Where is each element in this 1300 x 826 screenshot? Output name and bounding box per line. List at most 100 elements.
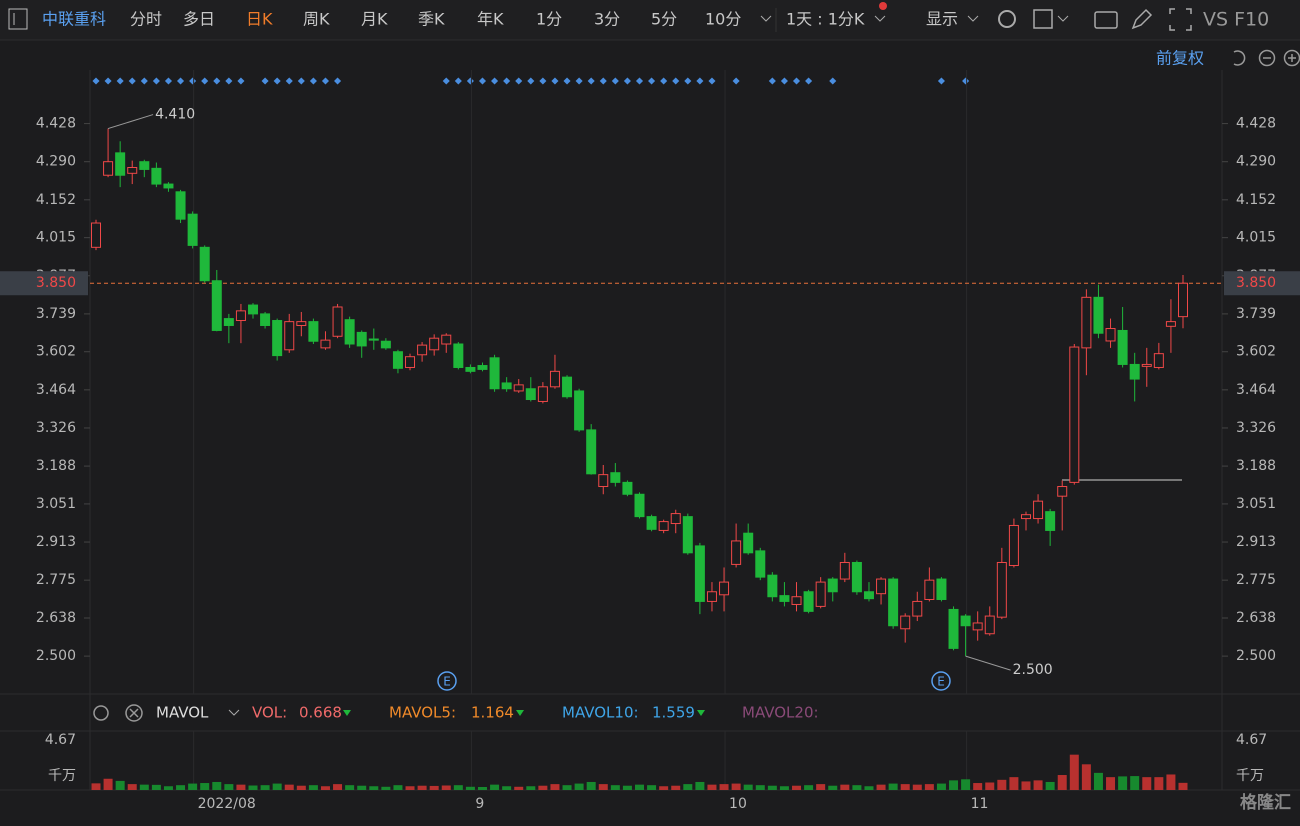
volume-bar	[465, 786, 475, 790]
volume-bar	[1130, 776, 1140, 790]
period-tab[interactable]: 3分	[594, 10, 620, 29]
volume-bar	[200, 783, 210, 790]
candle-body	[1117, 329, 1128, 365]
volume-bar	[357, 785, 367, 790]
candle-body	[900, 615, 911, 630]
annotation-label: 4.410	[155, 107, 195, 123]
candle-body	[598, 474, 609, 488]
indicator-settings[interactable]	[93, 705, 109, 721]
event-marker[interactable]	[437, 671, 457, 691]
marker-dot	[792, 77, 801, 85]
dropdown-arrow[interactable]	[1057, 15, 1069, 22]
indicator-close[interactable]	[125, 704, 143, 722]
layout-icon[interactable]	[1033, 9, 1053, 29]
marker-dot	[164, 77, 173, 85]
candle-body	[272, 320, 283, 357]
candle-body	[501, 382, 512, 390]
menu-icon[interactable]	[8, 8, 28, 30]
ma5-label: MAVOL5:	[389, 704, 456, 722]
period-tab[interactable]: 分时	[130, 10, 162, 29]
settings-icon[interactable]	[998, 10, 1016, 28]
candle-body	[936, 578, 947, 600]
candle-body	[1129, 363, 1140, 380]
y-tick-label: 4.428	[36, 116, 76, 132]
marker-dot	[128, 77, 136, 85]
period-tab[interactable]: 1分	[536, 10, 562, 29]
period-tab-active[interactable]: 日K	[246, 10, 273, 29]
event-label[interactable]: E	[443, 675, 451, 689]
volume-bar	[779, 786, 789, 790]
candle-body	[1105, 328, 1116, 342]
display-menu[interactable]: 显示	[926, 10, 958, 29]
annotation-leader	[965, 655, 1011, 671]
ma20-label: MAVOL20:	[742, 704, 819, 722]
adjust-select[interactable]: 前复权	[1156, 49, 1204, 68]
candle-body	[187, 213, 198, 246]
draw-icon[interactable]	[1131, 8, 1153, 30]
stock-name[interactable]: 中联重科	[42, 10, 106, 29]
candle-body	[706, 591, 717, 602]
period-tab[interactable]: 季K	[418, 10, 445, 29]
volume-bar	[888, 783, 898, 790]
candle-body	[211, 280, 222, 331]
candle-body	[260, 313, 271, 326]
volume-bar	[188, 783, 198, 790]
candle-body	[1057, 486, 1068, 497]
event-label[interactable]: E	[937, 675, 945, 689]
event-marker[interactable]	[931, 671, 951, 691]
marker-dot	[551, 77, 559, 85]
marker-dot	[503, 77, 511, 85]
candle-body	[767, 574, 778, 598]
marker-dot	[225, 77, 233, 85]
volume-bar	[936, 783, 946, 790]
volume-bar	[127, 784, 137, 790]
price-tag-label: 3.850	[1236, 275, 1276, 291]
vol-tick-label: 4.67	[1236, 732, 1267, 748]
marker-dot	[491, 77, 499, 85]
camera-icon[interactable]	[1094, 11, 1118, 29]
reset-icon[interactable]	[1233, 50, 1246, 66]
y-tick-label: 4.152	[36, 192, 76, 208]
volume-bar	[683, 784, 693, 790]
volume-bar	[610, 785, 620, 790]
indicator-name[interactable]: MAVOL	[156, 704, 209, 722]
candle-body	[1081, 296, 1092, 349]
dropdown-arrow[interactable]	[760, 15, 772, 22]
candle-body	[453, 343, 464, 368]
volume-bar	[864, 786, 874, 790]
volume-bar	[369, 786, 379, 790]
volume-bar	[743, 784, 753, 790]
marker-dot	[515, 77, 523, 85]
marker-dot	[962, 77, 970, 85]
dropdown-arrow[interactable]	[874, 15, 886, 22]
volume-bar	[1166, 774, 1176, 790]
period-tab[interactable]: 周K	[303, 10, 330, 29]
period-tab[interactable]: 多日	[183, 10, 215, 29]
volume-bar	[586, 781, 596, 790]
volume-bar	[828, 785, 838, 790]
period-tab[interactable]: 月K	[361, 10, 388, 29]
volume-bar	[876, 784, 886, 790]
period-tab[interactable]: 年K	[477, 10, 504, 29]
period-tab[interactable]: 5分	[651, 10, 677, 29]
volume-bar	[949, 780, 959, 790]
candle-body	[996, 561, 1007, 618]
volume-bar	[296, 785, 306, 790]
y-tick-label: 2.638	[1236, 610, 1276, 626]
interval-select[interactable]: 1天 : 1分K	[786, 10, 865, 29]
volume-bar	[248, 785, 258, 790]
dropdown-arrow[interactable]	[967, 15, 979, 22]
marker-dot	[611, 77, 619, 85]
volume-bar	[405, 786, 415, 790]
y-tick-label: 2.775	[36, 572, 76, 588]
candle-body	[610, 472, 621, 483]
zoom-out-icon[interactable]	[1258, 49, 1276, 67]
fullscreen-icon[interactable]	[1169, 8, 1192, 31]
candle-body	[574, 390, 585, 431]
vs-f10[interactable]: VS F10	[1203, 9, 1269, 31]
volume-bar	[792, 785, 802, 790]
dropdown-arrow[interactable]	[228, 709, 240, 716]
marker-dot	[587, 77, 595, 85]
period-tab[interactable]: 10分	[705, 10, 741, 29]
y-tick-label: 3.739	[1236, 306, 1276, 322]
